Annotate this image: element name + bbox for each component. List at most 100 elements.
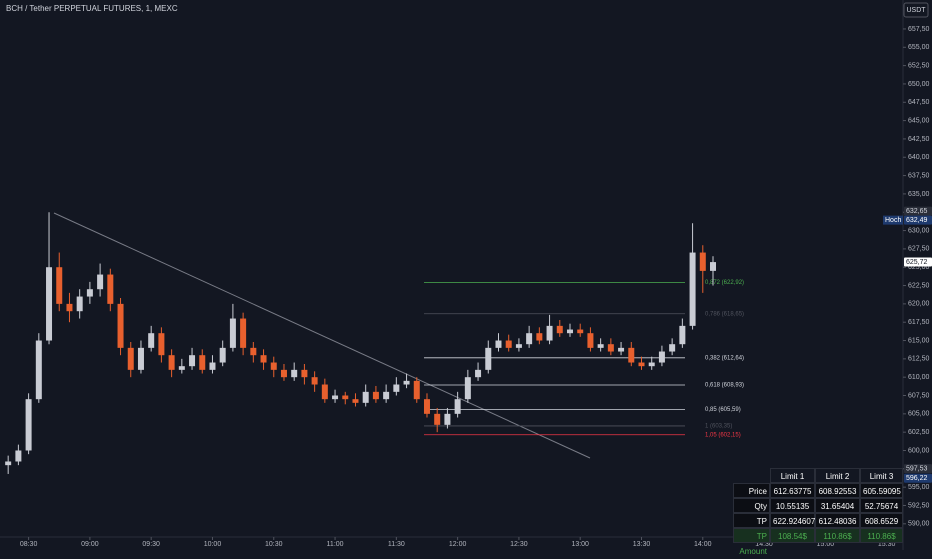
x-tick-label: 13:00 xyxy=(571,541,589,548)
candle-body xyxy=(301,369,308,378)
currency-button[interactable] xyxy=(903,2,929,18)
candle-body xyxy=(413,380,420,400)
candle-body xyxy=(158,333,165,356)
fib-label: 0,85 (605,59) xyxy=(705,407,741,413)
candle-body xyxy=(699,252,706,271)
candle-body xyxy=(311,377,318,385)
y-tick-label: 640,00 xyxy=(908,154,930,161)
y-tick-label: 622,50 xyxy=(908,282,930,289)
candle-body xyxy=(536,333,543,341)
price-tag-label: 596,22 xyxy=(906,475,928,482)
table-cell: TP xyxy=(733,513,770,528)
table-cell: 612.48036 xyxy=(815,513,860,528)
trend-line xyxy=(53,212,591,459)
y-tick-label: 647,50 xyxy=(908,99,930,106)
price-tag xyxy=(904,464,932,474)
candle-body xyxy=(35,340,42,400)
candle-body xyxy=(168,355,175,370)
candle-body xyxy=(86,289,93,297)
candle-body xyxy=(485,347,492,370)
y-tick-label: 637,50 xyxy=(908,172,930,179)
candle-body xyxy=(362,391,369,403)
y-tick-label: 610,00 xyxy=(908,374,930,381)
table-cell: 52.75674 xyxy=(860,498,903,513)
table-cell: 110.86$ xyxy=(860,528,903,543)
candle-body xyxy=(97,274,104,290)
candle-body xyxy=(475,369,482,378)
x-tick-label: 15:30 xyxy=(878,541,896,548)
candle-body xyxy=(209,362,216,370)
y-tick-label: 620,00 xyxy=(908,301,930,308)
price-tag-label: 632,65 xyxy=(906,208,928,215)
x-tick-label: 15:00 xyxy=(817,541,835,548)
candle-body xyxy=(628,347,635,363)
table-cell: Limit 2 xyxy=(815,468,860,483)
candle-body xyxy=(710,262,717,271)
y-tick-label: 605,00 xyxy=(908,411,930,418)
candle-body xyxy=(679,325,686,345)
candle-body xyxy=(658,351,665,363)
y-tick-label: 607,50 xyxy=(908,392,930,399)
y-tick-label: 655,00 xyxy=(908,44,930,51)
y-tick-label: 600,00 xyxy=(908,447,930,454)
price-tag xyxy=(904,257,932,267)
candle-body xyxy=(423,399,430,414)
fib-label: 1 (603,35) xyxy=(705,424,732,430)
candle-body xyxy=(117,303,124,348)
table-cell: 608.92553 xyxy=(815,483,860,498)
candle-body xyxy=(178,366,185,370)
table-cell: Limit 1 xyxy=(770,468,815,483)
candle-body xyxy=(505,340,512,348)
x-tick-label: 11:30 xyxy=(388,541,405,548)
table-cell: Price xyxy=(733,483,770,498)
x-tick-label: 13:30 xyxy=(633,541,651,548)
x-tick-label: 12:00 xyxy=(449,541,467,548)
table-cell: 612.63775 xyxy=(770,483,815,498)
currency-label[interactable]: USDT xyxy=(906,7,926,14)
y-tick-label: 652,50 xyxy=(908,62,930,69)
candle-body xyxy=(250,347,257,356)
y-tick-label: 627,50 xyxy=(908,246,930,253)
y-tick-label: 615,00 xyxy=(908,337,930,344)
candle-body xyxy=(219,347,226,363)
candle-body xyxy=(434,413,441,425)
candle-body xyxy=(372,391,379,400)
table-cell: 110.86$ xyxy=(815,528,860,543)
price-tag-label: 625,72 xyxy=(906,259,928,266)
candle-body xyxy=(280,369,287,378)
candle-body xyxy=(189,355,196,367)
candle-body xyxy=(577,329,584,334)
x-tick-label: 09:30 xyxy=(142,541,160,548)
table-cell: 108.54$ xyxy=(770,528,815,543)
y-tick-label: 625,00 xyxy=(908,264,930,271)
candle-body xyxy=(5,461,12,466)
table-cell: TP Amount xyxy=(733,528,770,556)
candle-body xyxy=(607,344,614,352)
x-tick-label: 10:00 xyxy=(204,541,222,548)
fib-label: 0,786 (618,65) xyxy=(705,311,744,317)
x-tick-label: 10:30 xyxy=(265,541,283,548)
candle-body xyxy=(127,347,134,370)
table-cell: 10.55135 xyxy=(770,498,815,513)
candle-body xyxy=(669,344,676,352)
y-tick-label: 642,50 xyxy=(908,136,930,143)
y-tick-label: 657,50 xyxy=(908,26,930,33)
candle-body xyxy=(383,391,390,400)
candle-body xyxy=(546,325,553,341)
candle-body xyxy=(597,344,604,348)
fib-label: 0,382 (612,64) xyxy=(705,355,744,361)
candle-body xyxy=(46,267,53,341)
candle-body xyxy=(587,333,594,348)
table-cell: 622.924607 xyxy=(770,513,815,528)
candle-body xyxy=(648,362,655,367)
candle-body xyxy=(393,384,400,392)
price-tag xyxy=(904,473,932,483)
candle-body xyxy=(148,333,155,348)
fib-label: 0,872 (622,92) xyxy=(705,280,744,286)
table-cell: 605.59095 xyxy=(860,483,903,498)
candle-body xyxy=(618,347,625,352)
candle-body xyxy=(332,395,339,400)
y-tick-label: 635,00 xyxy=(908,191,930,198)
